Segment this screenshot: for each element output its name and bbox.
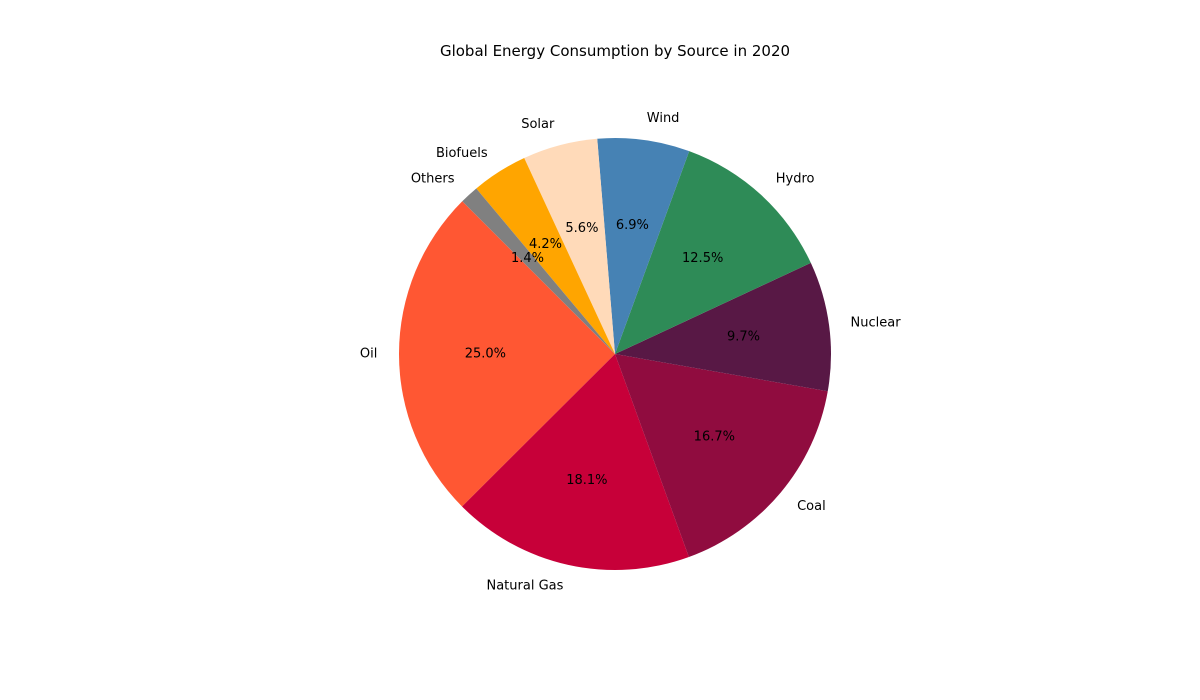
- pie-slices: [398, 137, 831, 571]
- pie-slice-coal: [615, 354, 828, 557]
- slice-label-hydro: Hydro: [776, 172, 815, 187]
- pie-slice-others: [462, 188, 615, 354]
- pie-slice-wind: [597, 137, 690, 354]
- pie-slice-biofuels: [476, 158, 615, 354]
- percent-label-natural-gas: 18.1%: [566, 473, 607, 488]
- percent-label-oil: 25.0%: [465, 346, 506, 361]
- slice-label-oil: Oil: [360, 346, 377, 361]
- slice-labels: Oil Natural Gas Coal Nuclear Hydro Wind Solar B…: [360, 111, 901, 593]
- percent-label-biofuels: 4.2%: [529, 237, 562, 252]
- pie-slice-nuclear: [615, 262, 831, 392]
- slice-label-solar: Solar: [521, 117, 555, 132]
- percent-label-nuclear: 9.7%: [727, 330, 760, 345]
- percent-label-coal: 16.7%: [694, 430, 735, 445]
- percent-label-others: 1.4%: [511, 251, 544, 266]
- slice-label-biofuels: Biofuels: [436, 146, 488, 161]
- slice-label-natural-gas: Natural Gas: [486, 578, 563, 593]
- chart-title: Global Energy Consumption by Source in 2…: [440, 42, 790, 60]
- percent-label-wind: 6.9%: [616, 218, 649, 233]
- slice-label-coal: Coal: [797, 499, 826, 514]
- slice-label-others: Others: [411, 171, 455, 186]
- pie-slice-hydro: [615, 151, 811, 354]
- slice-label-nuclear: Nuclear: [851, 315, 902, 330]
- percent-label-hydro: 12.5%: [682, 251, 723, 266]
- slice-label-wind: Wind: [647, 111, 680, 126]
- pie-slice-solar: [524, 138, 615, 354]
- pie-slice-oil: [398, 201, 615, 507]
- percent-labels: 25.0% 18.1% 16.7% 9.7% 12.5% 6.9% 5.6%4.2%1.4%: [465, 218, 760, 488]
- pie-slice-natural-gas: [462, 354, 689, 571]
- percent-label-solar: 5.6%: [565, 221, 598, 236]
